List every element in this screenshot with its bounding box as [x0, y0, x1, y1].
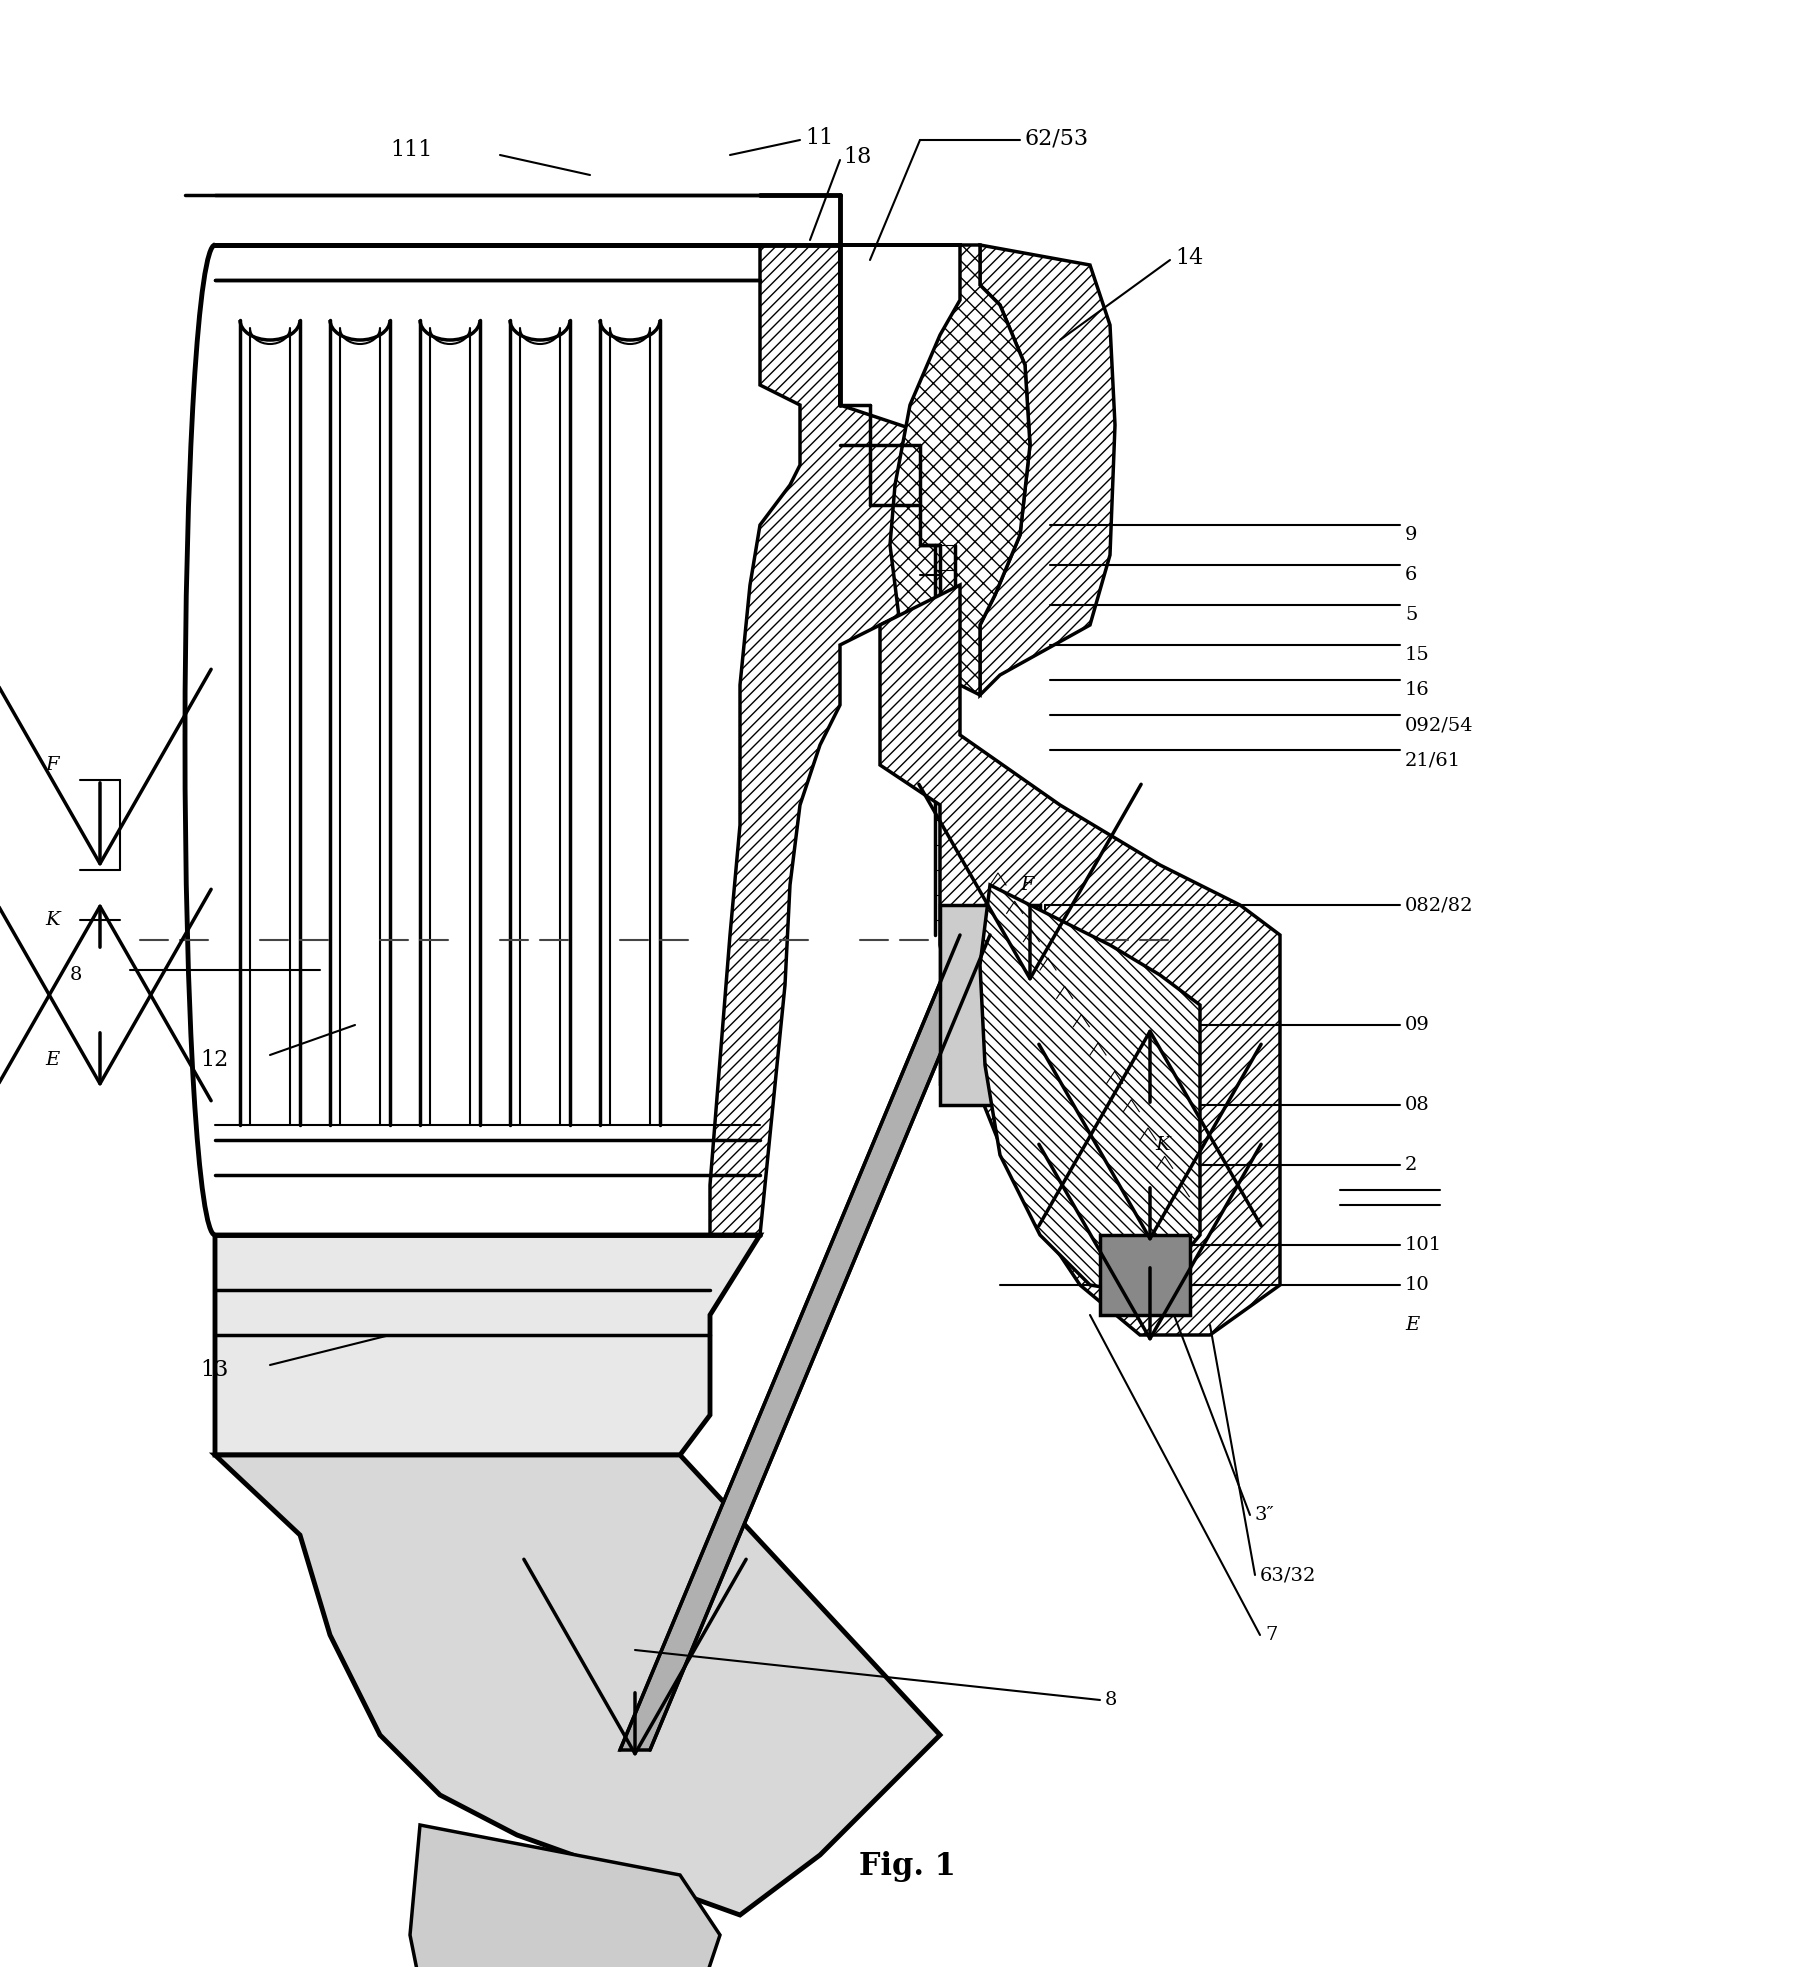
Polygon shape [620, 934, 989, 1751]
Text: 12: 12 [200, 1048, 229, 1070]
Polygon shape [410, 1825, 720, 1967]
Text: 8: 8 [71, 966, 82, 984]
Text: 09: 09 [1404, 1017, 1429, 1035]
Text: 5: 5 [1404, 606, 1417, 624]
Text: 18: 18 [842, 146, 871, 167]
Polygon shape [940, 905, 1039, 1105]
Text: 2: 2 [1404, 1157, 1417, 1174]
Polygon shape [1099, 1235, 1190, 1316]
Text: 9: 9 [1404, 525, 1417, 545]
Text: Fig. 1: Fig. 1 [858, 1851, 954, 1882]
Polygon shape [709, 246, 960, 1235]
Text: 62/53: 62/53 [1025, 128, 1088, 149]
Text: 63/32: 63/32 [1259, 1566, 1315, 1583]
Text: 14: 14 [1174, 248, 1203, 269]
Text: 101: 101 [1404, 1235, 1442, 1255]
Polygon shape [880, 584, 1279, 1336]
Polygon shape [840, 246, 1029, 694]
Text: 082/82: 082/82 [1404, 897, 1473, 915]
Text: E: E [1404, 1316, 1419, 1334]
Text: 8: 8 [1105, 1692, 1117, 1709]
Polygon shape [214, 1235, 760, 1456]
Text: 15: 15 [1404, 645, 1429, 665]
Text: 16: 16 [1404, 681, 1429, 698]
Text: F: F [45, 755, 58, 773]
Text: K: K [45, 911, 60, 928]
Text: 08: 08 [1404, 1096, 1429, 1113]
Text: 092/54: 092/54 [1404, 716, 1473, 734]
Text: 7: 7 [1264, 1627, 1277, 1644]
Text: 21/61: 21/61 [1404, 751, 1460, 769]
Text: 13: 13 [200, 1359, 229, 1381]
Text: 10: 10 [1404, 1277, 1429, 1294]
Text: F: F [1019, 875, 1032, 893]
Text: 11: 11 [805, 128, 833, 149]
Polygon shape [214, 1456, 940, 1916]
Text: 6: 6 [1404, 566, 1417, 584]
Polygon shape [980, 246, 1114, 694]
Text: 3″: 3″ [1253, 1507, 1273, 1524]
Text: 111: 111 [390, 140, 432, 161]
Text: K: K [1154, 1137, 1168, 1155]
Text: E: E [45, 1050, 60, 1068]
Polygon shape [980, 885, 1199, 1294]
